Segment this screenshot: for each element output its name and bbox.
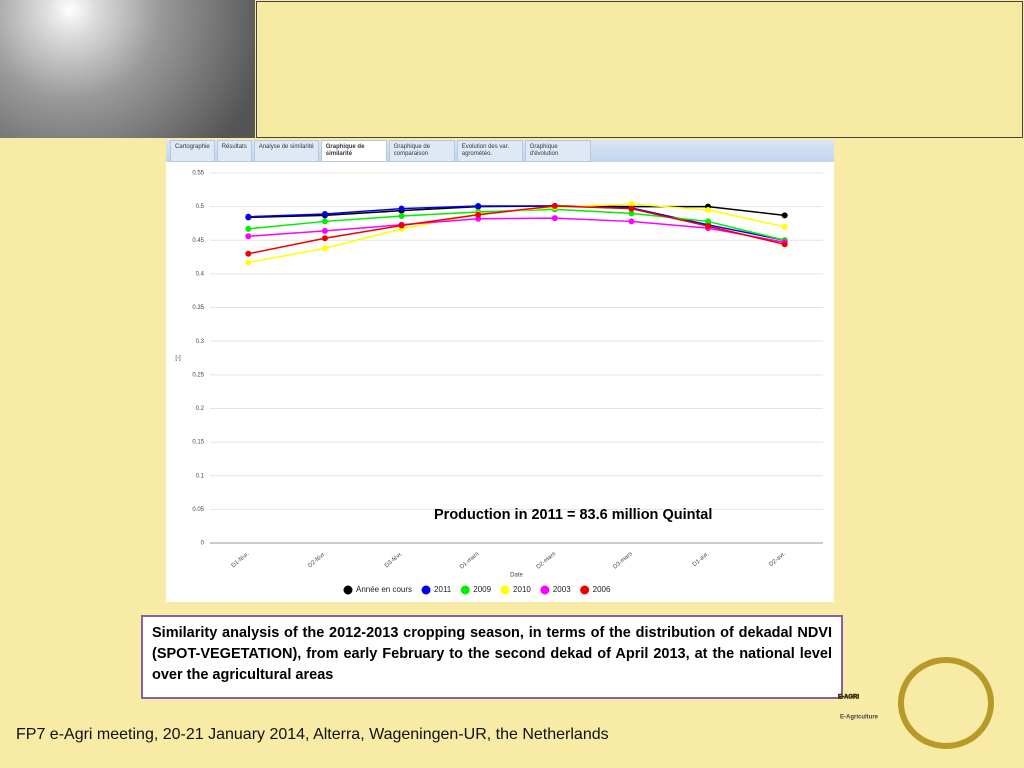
point [321, 245, 328, 252]
x-tick-label: D2-avr. [768, 551, 787, 568]
point [551, 202, 558, 209]
x-tick-label: D1-févr. [231, 551, 251, 569]
y-tick-label: 0.35 [192, 305, 204, 311]
line [248, 205, 785, 255]
line [248, 205, 785, 242]
tab[interactable]: Analyse de similarité [253, 140, 319, 162]
logo-subtitle: E-Agriculture [840, 715, 879, 721]
point [321, 218, 328, 225]
point [628, 218, 635, 225]
y-tick-label: 0.45 [192, 238, 204, 244]
legend-marker [540, 585, 550, 595]
tab[interactable]: Graphique de comparaison [388, 140, 455, 162]
legend-marker [421, 585, 431, 595]
y-axis-label: [-] [175, 356, 181, 362]
y-tick-label: 0.3 [196, 339, 205, 345]
tab[interactable]: Graphique d'évolution [524, 140, 591, 162]
logo-title: E-AGRI [838, 695, 859, 701]
logo: E-AGRI E-Agriculture [838, 657, 994, 749]
point [628, 210, 635, 217]
x-axis-label: Date [510, 573, 523, 579]
chart: 0 0.05 0.1 0.15 0.2 0.25 0.3 0.35 0.4 0.45 0.5 0.55… [175, 171, 823, 595]
x-tick-label: D2-févr. [307, 551, 327, 569]
y-tick-label: 0.2 [196, 406, 205, 412]
x-tick-label: D3-févr. [384, 551, 404, 569]
point [705, 207, 712, 213]
tab[interactable]: Evolution des var. agrométéo. [456, 140, 523, 162]
point [475, 202, 482, 209]
annotation: Production in 2011 = 83.6 million Quinta… [434, 507, 712, 523]
tab[interactable]: Résultats [216, 140, 252, 162]
point [628, 200, 635, 207]
point [321, 211, 328, 218]
legend-label: 2003 [553, 585, 571, 594]
y-tick-label: 0.25 [192, 372, 204, 378]
y-tick-label: 0.55 [192, 171, 204, 177]
legend-label: 2009 [473, 585, 491, 594]
x-tick-label: D3-mars [612, 551, 633, 570]
caption: Similarity analysis of the 2012-2013 cro… [141, 615, 843, 699]
x-tick-label: D1-mars [459, 551, 480, 570]
point [781, 223, 788, 230]
chart-panel: Cartographie Résultats Analyse de similari… [166, 140, 834, 602]
point [628, 205, 635, 212]
legend-marker [343, 585, 353, 595]
point [245, 225, 252, 232]
point [245, 233, 252, 240]
y-tick-label: 0.1 [196, 473, 205, 479]
point [321, 235, 328, 242]
point [245, 259, 252, 266]
legend-label: 2006 [593, 585, 611, 594]
legend-marker [580, 585, 590, 595]
legend-label: 2010 [513, 585, 531, 594]
point [398, 205, 405, 212]
point [398, 213, 405, 220]
point [705, 223, 712, 230]
point [551, 215, 558, 222]
legend-marker [460, 585, 470, 595]
legend-marker [500, 585, 510, 595]
logo-ring [898, 657, 994, 749]
point [705, 218, 712, 225]
x-tick-label: D1-avr. [692, 551, 711, 568]
point [781, 212, 788, 219]
footer: FP7 e-Agri meeting, 20-21 January 2014, … [16, 726, 609, 743]
tab[interactable]: Cartographie [170, 140, 215, 162]
y-tick-label: 0.5 [196, 204, 205, 210]
x-tick-label: D2-mars [536, 551, 557, 570]
point [475, 211, 482, 218]
y-tick-label: 0.15 [192, 440, 204, 446]
point [398, 222, 405, 229]
header-photo [0, 0, 255, 138]
title-box [256, 1, 1023, 138]
y-tick-label: 0.4 [196, 271, 205, 277]
point [321, 227, 328, 234]
line [248, 205, 785, 219]
y-tick-label: 0 [201, 541, 205, 547]
point [781, 241, 788, 248]
legend-label: 2011 [434, 585, 452, 594]
point [245, 213, 252, 220]
point [245, 250, 252, 257]
tab[interactable]: Graphique de similarité [320, 140, 387, 162]
line [248, 217, 785, 244]
tab-bar: Cartographie Résultats Analyse de similari… [166, 140, 834, 162]
line [248, 203, 785, 264]
legend-label: Année en cours [356, 585, 412, 594]
y-tick-label: 0.05 [192, 507, 204, 513]
